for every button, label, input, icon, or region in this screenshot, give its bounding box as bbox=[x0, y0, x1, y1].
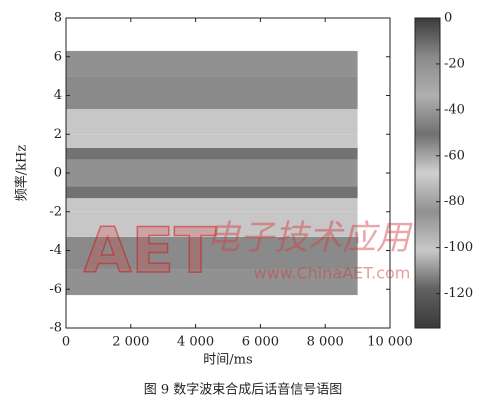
x-tick-label: 0 bbox=[62, 335, 70, 350]
spectrogram-band bbox=[66, 134, 358, 148]
y-tick-label: -4 bbox=[49, 243, 62, 258]
y-tick-label: -2 bbox=[49, 204, 62, 219]
y-tick-label: -6 bbox=[49, 282, 62, 297]
colorbar-tick-label: -100 bbox=[444, 240, 473, 255]
x-tick-label: 10 000 bbox=[367, 335, 413, 350]
colorbar-tick-label: -20 bbox=[444, 56, 465, 71]
colorbar-tick-label: -40 bbox=[444, 102, 465, 117]
spectrogram-band bbox=[66, 236, 358, 270]
spectrogram-band bbox=[66, 269, 358, 296]
y-tick-label: 0 bbox=[54, 166, 62, 181]
colorbar-tick-label: -120 bbox=[444, 286, 473, 301]
caption: 图 9 数字波束合成后话音信号语图 bbox=[144, 382, 343, 398]
y-tick-label: 6 bbox=[54, 49, 62, 64]
y-tick-label: 2 bbox=[54, 127, 62, 142]
y-axis-label: 频率/kHz bbox=[14, 145, 30, 202]
colorbar-tick-label: -80 bbox=[444, 194, 465, 209]
colorbar-tick-label: -60 bbox=[444, 148, 465, 163]
x-tick-label: 2 000 bbox=[112, 335, 149, 350]
spectrogram-band bbox=[66, 109, 358, 135]
spectrogram-band bbox=[66, 211, 358, 237]
spectrogram-band bbox=[66, 159, 358, 187]
y-tick-label: 4 bbox=[54, 88, 62, 103]
spectrogram-band bbox=[66, 186, 358, 199]
spectrogram-band bbox=[66, 147, 358, 160]
watermark-brand: 电子技术应用 bbox=[206, 218, 413, 258]
spectrogram-band bbox=[66, 76, 358, 110]
y-tick-label: 8 bbox=[54, 11, 62, 26]
watermark-logo: AET bbox=[84, 214, 217, 287]
x-axis-label: 时间/ms bbox=[203, 353, 252, 368]
colorbar-tick-label: 0 bbox=[444, 11, 452, 26]
spectrogram-band bbox=[66, 198, 358, 212]
y-tick-label: -8 bbox=[49, 321, 62, 336]
spectrogram-band bbox=[66, 50, 358, 77]
colorbar bbox=[414, 17, 441, 329]
watermark-url: www.ChinaAET.com bbox=[254, 264, 411, 283]
x-tick-label: 6 000 bbox=[242, 335, 279, 350]
x-tick-label: 8 000 bbox=[307, 335, 344, 350]
x-tick-label: 4 000 bbox=[177, 335, 214, 350]
